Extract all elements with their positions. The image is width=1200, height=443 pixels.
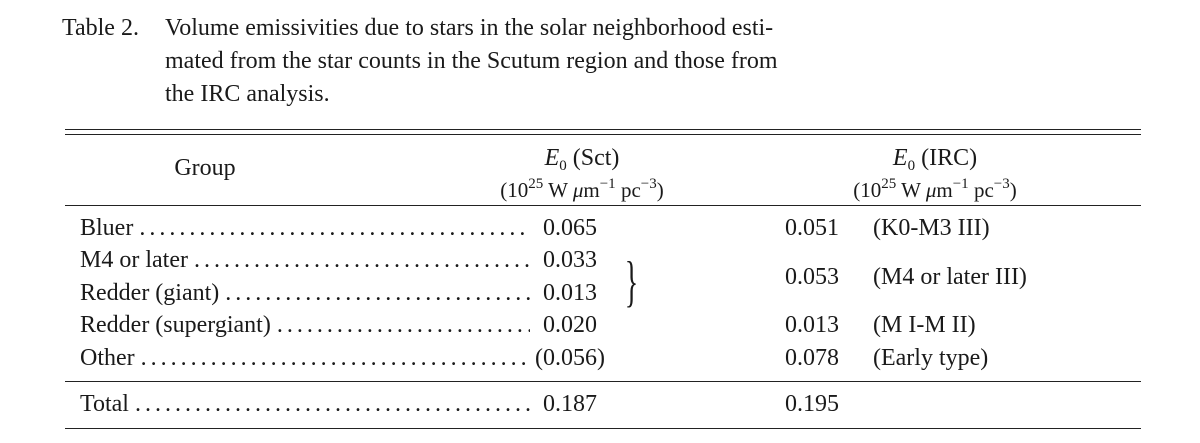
group-cell: Total: [80, 388, 530, 420]
text-run: −1: [599, 176, 616, 192]
dot-leader: [141, 342, 530, 374]
text-run: 25: [881, 176, 897, 192]
text-run: m: [936, 178, 953, 202]
dot-leader: [194, 244, 530, 276]
irc-type: (K0-M3 III): [873, 215, 990, 241]
header-title: Group: [5, 152, 405, 184]
header-title: E0 (Sct): [382, 142, 782, 182]
bottom-rule: [65, 428, 1141, 429]
header-unit: (1025 W μm−1 pc−3): [382, 168, 782, 206]
text-run: pc: [615, 178, 641, 202]
group-cell: Redder (giant): [80, 277, 530, 309]
irc-type: (M I-M II): [873, 312, 976, 339]
caption-line: the IRC analysis.: [165, 81, 330, 107]
text-run: 25: [528, 176, 544, 192]
e0-sct: 0.020: [543, 312, 597, 339]
group-cell: M4 or later: [80, 244, 530, 276]
text-run: (IRC): [915, 145, 978, 171]
text-run: ): [1009, 178, 1017, 202]
group-label: Total: [80, 391, 129, 417]
top-rule: [65, 129, 1141, 130]
total-sct: 0.187: [543, 391, 597, 417]
text-run: m: [583, 178, 600, 202]
caption-line: mated from the star counts in the Scutum…: [165, 48, 778, 74]
group-label: Redder (giant): [80, 279, 220, 306]
text-run: 0: [559, 158, 567, 174]
text-run: −3: [640, 176, 657, 192]
brace: }: [624, 251, 639, 313]
e0-sct: 0.065: [543, 215, 597, 241]
e0-irc: 0.013: [785, 312, 839, 339]
group-cell: Redder (supergiant): [80, 309, 530, 341]
e0-sct: 0.013: [543, 279, 597, 306]
text-run: E: [892, 145, 908, 171]
text-run: −3: [993, 176, 1010, 192]
text-run: W: [896, 178, 926, 202]
dot-leader: [135, 388, 530, 420]
group-label: Bluer: [80, 215, 134, 241]
dot-leader: [277, 309, 530, 341]
text-run: (Sct): [566, 145, 620, 171]
caption-label: Table 2.: [62, 15, 139, 41]
e0-sct: (0.056): [535, 344, 605, 371]
text-run: μ: [572, 178, 584, 202]
e0-sct: 0.033: [543, 247, 597, 274]
text-run: 0: [907, 158, 916, 174]
text-run: Group: [174, 155, 236, 181]
text-run: pc: [968, 178, 994, 202]
top-rule: [65, 134, 1141, 135]
group-label: Redder (supergiant): [80, 312, 271, 339]
text-run: (10: [853, 178, 882, 202]
irc-type: (Early type): [873, 344, 989, 371]
text-run: E: [544, 145, 560, 171]
group-cell: Bluer: [80, 212, 530, 244]
total-irc: 0.195: [785, 391, 839, 417]
caption-line: Volume emissivities due to stars in the …: [165, 15, 774, 41]
text-run: (10: [500, 178, 529, 202]
group-label: Other: [80, 344, 135, 371]
irc-type: (M4 or later III): [873, 263, 1027, 290]
text-run: W: [543, 178, 573, 202]
header-title: E0 (IRC): [735, 142, 1135, 182]
total-rule: [65, 381, 1141, 382]
e0-irc: 0.051: [785, 215, 839, 241]
dot-leader: [139, 212, 530, 244]
header-rule: [65, 205, 1141, 206]
e0-irc: 0.078: [785, 344, 839, 371]
header-unit: (1025 W μm−1 pc−3): [735, 168, 1135, 206]
e0-irc: 0.053: [785, 263, 839, 290]
text-run: ): [656, 178, 664, 202]
dot-leader: [225, 277, 530, 309]
group-label: M4 or later: [80, 247, 188, 274]
group-cell: Other: [80, 342, 530, 374]
text-run: μ: [925, 178, 937, 202]
text-run: −1: [952, 176, 969, 192]
